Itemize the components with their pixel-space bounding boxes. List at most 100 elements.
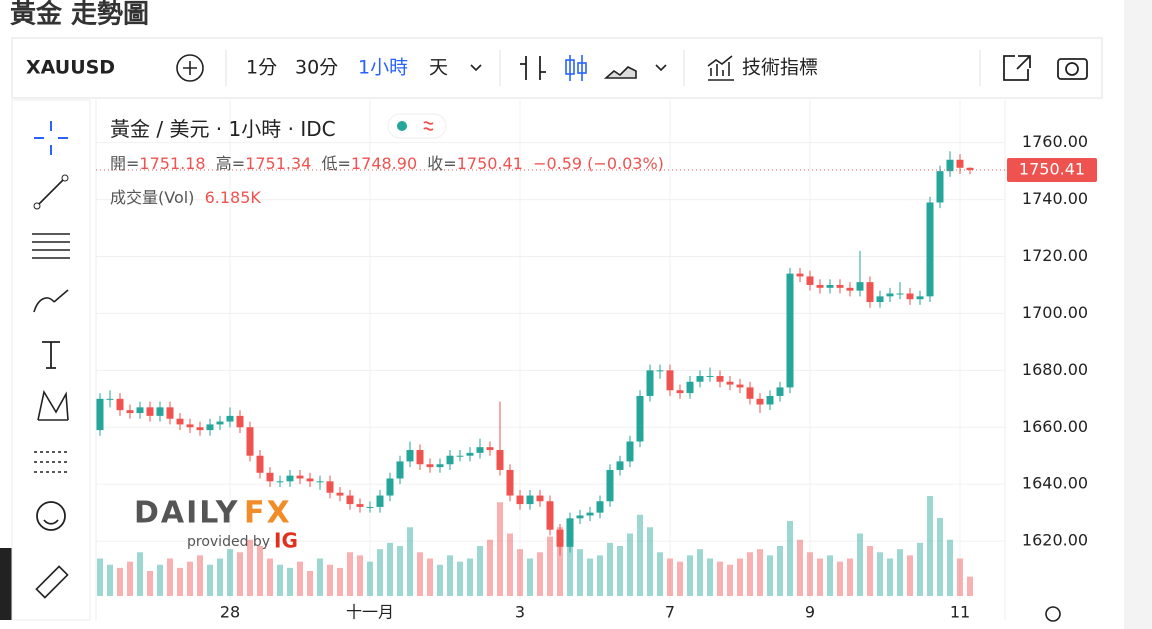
candle-body (696, 376, 704, 382)
interval-active[interactable]: 1小時 (358, 57, 408, 79)
crosshair-tool[interactable] (34, 121, 68, 155)
add-icon[interactable] (176, 54, 204, 82)
interval[interactable]: 30分 (295, 57, 338, 79)
candle-body (416, 450, 424, 465)
candle-body (956, 159, 964, 168)
candle-body (576, 515, 584, 519)
volume-bar (327, 564, 333, 596)
ruler-tool[interactable] (35, 565, 69, 599)
volume-bar (607, 542, 613, 596)
watermark-sub: provided by (187, 534, 270, 550)
emoji-tool[interactable] (36, 501, 66, 531)
volume-bar (97, 558, 103, 596)
candle-body (896, 293, 904, 295)
candle-body (706, 376, 714, 378)
y-tick-label: 1660.00 (1022, 417, 1088, 436)
x-tick-label: 11 (950, 603, 970, 622)
volume-bar (947, 539, 953, 596)
brush-tool[interactable] (33, 289, 69, 313)
text-tool[interactable] (42, 341, 60, 369)
volume-bar (167, 558, 173, 596)
y-tick-label: 1620.00 (1022, 531, 1088, 550)
line-tool-end (33, 202, 41, 210)
candle-body (116, 398, 124, 411)
volume-bar (637, 514, 643, 596)
volume-bar (287, 567, 293, 596)
candle-body (966, 167, 974, 170)
x-tick-label: 十一月 (346, 603, 394, 622)
line-tool[interactable] (36, 177, 66, 207)
interval[interactable]: 1分 (246, 57, 277, 79)
prediction-tool[interactable] (34, 451, 70, 473)
volume-bar (547, 536, 553, 596)
watermark-a: DAILY (134, 496, 239, 531)
candle-body (836, 284, 844, 288)
volume-bar (967, 576, 973, 596)
candle-body (96, 398, 104, 431)
legend-value: 1751.18 (139, 154, 206, 173)
x-tick-label: 7 (665, 603, 675, 622)
volume-bar (897, 549, 903, 596)
candle-body (816, 284, 824, 288)
candle-body (216, 421, 224, 425)
volume-bar (577, 549, 583, 596)
candle-icon-body (577, 62, 587, 74)
indicators[interactable]: 技術指標 (742, 57, 818, 79)
volume-bar (427, 558, 433, 596)
volume-bar (217, 558, 223, 596)
fib-tool[interactable] (32, 233, 70, 259)
volume-bar (157, 564, 163, 596)
pattern-tool[interactable] (37, 389, 69, 421)
candle-body (586, 512, 594, 516)
chart-title: 黃金 / 美元 · 1小時 · IDC (110, 117, 336, 141)
volume-bar (227, 549, 233, 596)
volume-bar (957, 558, 963, 596)
candle-body (686, 381, 694, 394)
candle-body (176, 418, 184, 425)
symbol[interactable]: XAUUSD (26, 57, 115, 79)
status-wave (423, 121, 434, 131)
volume-bar (567, 539, 573, 596)
volume-bar (137, 552, 143, 596)
candle-body (316, 481, 324, 483)
settings-icon[interactable] (1045, 606, 1061, 622)
volume-bar (737, 558, 743, 596)
volume-bar (907, 555, 913, 596)
ohlc-legend: 開=1751.18 高=1751.34 低=1748.90 收=1750.41 … (110, 150, 664, 174)
volume-bar (377, 549, 383, 596)
candle-body (196, 427, 204, 431)
candle-body (946, 159, 954, 172)
volume-bar (807, 552, 813, 596)
indicator-icon[interactable] (707, 55, 734, 81)
candle-body (146, 407, 154, 416)
watermark-b: FX (244, 496, 292, 531)
candle-body (596, 501, 604, 513)
y-tick-label: 1700.00 (1022, 303, 1088, 322)
volume-bar (867, 546, 873, 596)
candle-body (856, 282, 864, 291)
candle-body (796, 273, 804, 277)
side-strip (1124, 0, 1152, 629)
candle-body (256, 455, 264, 473)
volume-legend: 成交量(Vol) 6.185K (110, 184, 261, 208)
volume-bar (847, 558, 853, 596)
bar-icon[interactable] (520, 56, 546, 80)
area-icon[interactable] (603, 66, 637, 79)
interval[interactable]: 天 (429, 57, 448, 79)
volume-bar (417, 552, 423, 596)
y-tick-label: 1680.00 (1022, 360, 1088, 379)
candle-body (766, 395, 774, 405)
volume-bar (537, 552, 543, 596)
dropdown[interactable] (655, 64, 667, 72)
candle-body (356, 504, 364, 507)
volume-bar (647, 527, 653, 596)
popout-icon[interactable] (1003, 55, 1031, 81)
camera-icon[interactable] (1057, 58, 1088, 80)
candle-body (406, 450, 414, 462)
volume-bar (317, 558, 323, 596)
volume-bar (267, 558, 273, 596)
dropdown[interactable] (470, 64, 482, 72)
volume-bar (127, 561, 133, 596)
